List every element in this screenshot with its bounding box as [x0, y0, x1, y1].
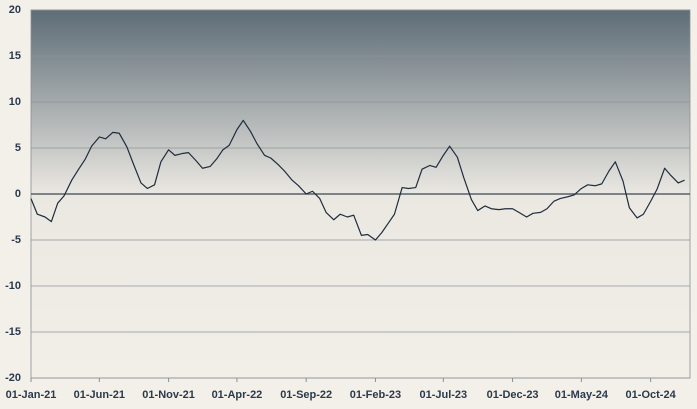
y-tick-label: 20: [9, 4, 21, 16]
y-tick-label: -20: [5, 372, 21, 384]
y-tick-label: 5: [15, 142, 21, 154]
x-tick-label: 01-Jun-21: [74, 389, 125, 401]
x-tick-label: 01-Dec-23: [487, 389, 539, 401]
y-tick-label: -5: [11, 234, 21, 246]
y-tick-label: -15: [5, 326, 21, 338]
y-tick-label: 0: [15, 188, 21, 200]
x-tick-label: 01-May-24: [555, 389, 609, 401]
x-tick-label: 01-Jul-23: [419, 389, 467, 401]
x-tick-label: 01-Apr-22: [212, 389, 263, 401]
y-tick-label: 15: [9, 50, 21, 62]
y-tick-label: -10: [5, 280, 21, 292]
x-tick-label: 01-Sep-22: [280, 389, 332, 401]
x-tick-label: 01-Jan-21: [6, 389, 57, 401]
line: [30, 119, 685, 241]
x-tick-label: 01-Nov-21: [142, 389, 195, 401]
x-tick-label: 01-Feb-23: [350, 389, 401, 401]
y-tick-label: 10: [9, 96, 21, 108]
x-tick-label: 01-Oct-24: [626, 389, 677, 401]
